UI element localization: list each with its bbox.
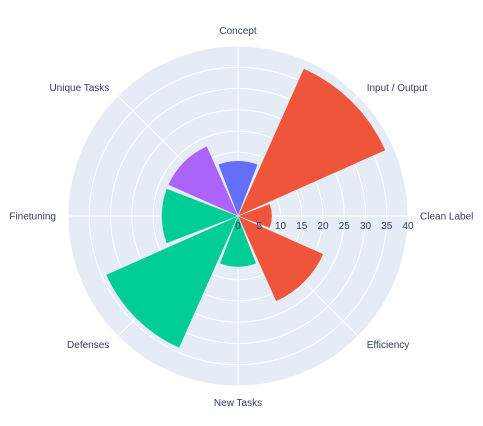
radial-tick-label: 5 [256,221,262,232]
bar-efficiency[interactable] [237,215,324,302]
radial-tick-label: 15 [296,221,308,232]
radial-tick-label: 10 [275,221,287,232]
bar-defenses[interactable] [105,215,239,349]
angular-label-new-tasks: New Tasks [214,398,262,409]
bar-unique-tasks[interactable] [167,145,239,217]
bar-new-tasks[interactable] [219,215,257,268]
angular-label-unique-tasks: Unique Tasks [49,83,109,94]
radial-axis-ticks: 0 5 10 15 20 25 30 35 40 [235,221,414,232]
angular-label-efficiency: Efficiency [367,340,410,351]
angular-axis-labels: Concept Input / Output Clean Label Efficien… [9,26,473,409]
radial-tick-label: 40 [402,221,414,232]
radial-tick-label: 0 [235,221,241,232]
bar-clean-label[interactable] [237,203,273,229]
radial-tick-label: 25 [339,221,351,232]
angular-label-defenses: Defenses [67,340,109,351]
angular-label-input-output: Input / Output [367,83,428,94]
radial-tick-label: 35 [381,221,393,232]
angular-label-finetuning: Finetuning [9,212,56,223]
bar-finetuning[interactable] [161,188,239,244]
bar-input-output[interactable] [237,68,386,217]
radial-tick-label: 30 [360,221,372,232]
polar-bars [105,68,386,349]
angular-label-clean-label: Clean Label [420,212,473,223]
radial-tick-label: 20 [317,221,329,232]
angular-label-concept: Concept [219,26,256,37]
bar-concept[interactable] [217,160,259,217]
